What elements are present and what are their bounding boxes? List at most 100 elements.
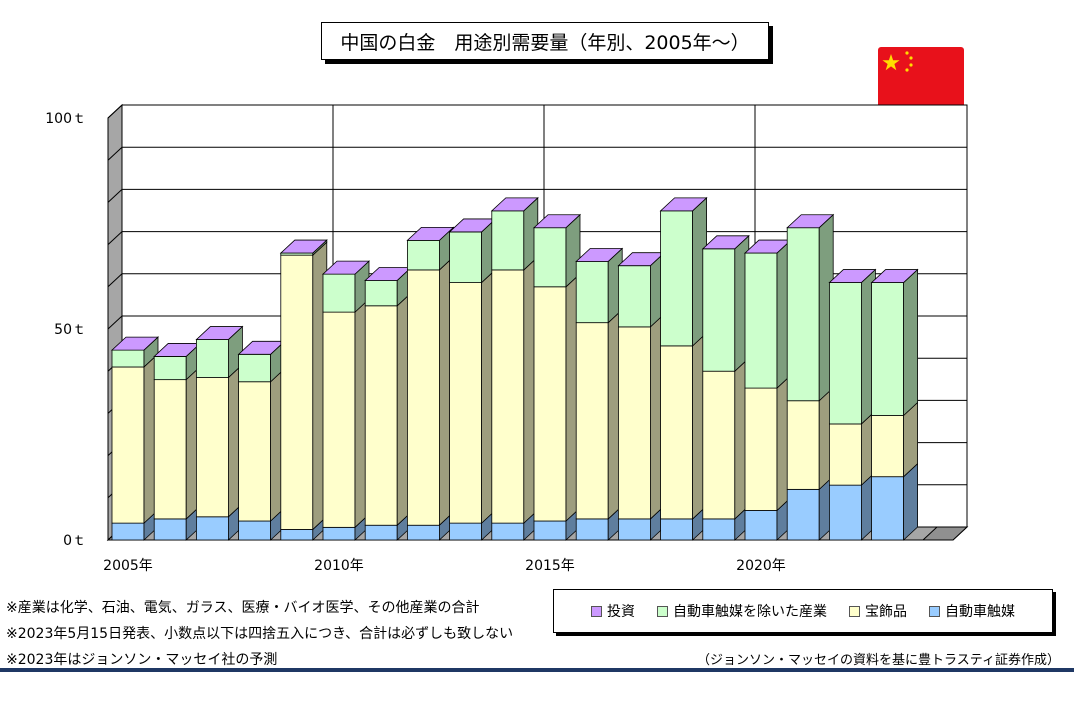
bar-segment-automotive <box>238 520 272 541</box>
bar-segment-industrial <box>153 356 187 381</box>
bar-segment-industrial <box>829 282 862 425</box>
legend-item-investment: 投資 <box>591 601 635 621</box>
bar-segment-industrial <box>660 210 693 347</box>
china-flag-icon <box>878 47 964 109</box>
bar-segment-industrial <box>449 231 483 283</box>
bar-segment-jewelry <box>660 345 693 520</box>
bars <box>110 196 969 541</box>
x-tick-label: 2010年 <box>314 558 364 574</box>
bar-segment-industrial <box>491 210 525 271</box>
legend-label-jewelry: 宝飾品 <box>865 604 907 620</box>
bar-segment-industrial <box>871 282 904 416</box>
bar-top-investment <box>786 214 835 229</box>
bar-segment-automotive <box>618 518 651 541</box>
bar-segment-jewelry <box>491 269 525 524</box>
bar-segment-jewelry <box>280 254 314 530</box>
flag-field <box>878 47 964 109</box>
y-tick-label: 100ｔ <box>45 111 86 127</box>
bar-segment-jewelry <box>111 366 145 524</box>
bar-segment-industrial <box>322 273 356 313</box>
legend-swatch-jewelry <box>849 605 860 617</box>
bar-top-investment <box>828 269 877 283</box>
bar-segment-automotive <box>744 510 778 541</box>
bar-top-investment <box>321 260 371 275</box>
bar-segment-automotive <box>364 524 398 541</box>
bar-segment-jewelry <box>575 322 609 520</box>
bar-segment-jewelry <box>829 423 862 486</box>
note-rounding: ※2023年5月15日発表、小数点以下は四捨五入につき、合計は必ずしも致しない <box>6 626 514 642</box>
bar-segment-automotive <box>871 476 904 541</box>
bar-segment-jewelry <box>702 370 736 520</box>
bar-segment-jewelry <box>618 326 651 520</box>
note-forecast: ※2023年はジョンソン・マッセイ社の予測 <box>6 652 278 668</box>
bar-segment-automotive <box>575 518 609 541</box>
bar-segment-jewelry <box>364 305 398 526</box>
bar-segment-industrial <box>195 339 229 378</box>
bar-segment-automotive <box>829 484 862 541</box>
bar-segment-jewelry <box>871 415 904 478</box>
bar-segment-jewelry <box>322 311 356 528</box>
bar-top-investment <box>575 248 624 262</box>
bar-top-investment <box>490 197 539 212</box>
bar-top-investment <box>659 197 708 212</box>
legend: 投資 自動車触媒を除いた産業 宝飾品 自動車触媒 <box>553 589 1053 633</box>
note-industrial-definition: ※産業は化学、石油、電気、ガラス、医療・バイオ医学、その他産業の合計 <box>6 600 480 616</box>
bar-segment-industrial <box>111 349 145 368</box>
bar-segment-industrial <box>618 265 651 328</box>
bar-top-investment <box>532 214 582 229</box>
x-tick-label: 2005年 <box>103 558 153 574</box>
bar-segment-jewelry <box>195 377 229 518</box>
bar-segment-industrial <box>786 227 820 402</box>
legend-label-investment: 投資 <box>607 604 635 620</box>
bar-segment-automotive <box>111 522 145 541</box>
flag-stars <box>882 51 913 72</box>
bar-segment-automotive <box>153 518 187 541</box>
bar-segment-jewelry <box>406 269 440 526</box>
bar-top-investment <box>701 235 750 250</box>
bar-top-investment <box>110 336 160 351</box>
bar-segment-industrial <box>238 353 272 383</box>
bar-segment-automotive <box>322 526 356 541</box>
x-axis-ticks: 2005年 2010年 2015年 2020年 <box>103 558 786 574</box>
gridline-left <box>107 189 123 203</box>
gridline-left <box>107 273 123 288</box>
bar-segment-automotive <box>449 522 483 541</box>
bar-segment-industrial <box>364 280 398 307</box>
bar-segment-jewelry <box>153 379 187 520</box>
bar-top-investment <box>195 326 244 340</box>
x-tick-label: 2015年 <box>525 558 575 574</box>
bar-top-investment <box>279 239 328 254</box>
legend-swatch-investment <box>591 605 602 617</box>
bar-segment-industrial <box>533 227 567 288</box>
y-axis-ticks: 0ｔ 50ｔ 100ｔ <box>45 111 86 549</box>
source-credit: （ジョンソン・マッセイの資料を基に豊トラスティ証券作成） <box>697 653 1060 668</box>
bar-segment-industrial <box>702 248 736 372</box>
bar-segment-jewelry <box>449 282 483 524</box>
gridline-left <box>107 146 123 161</box>
legend-item-jewelry: 宝飾品 <box>849 601 907 621</box>
y-tick-label: 50ｔ <box>54 322 86 338</box>
bar-segment-automotive <box>660 518 693 541</box>
gridline-left <box>107 104 123 119</box>
bar-segment-jewelry <box>786 400 820 490</box>
bar-segment-industrial <box>575 261 609 324</box>
bar-segment-jewelry <box>238 381 272 522</box>
bar-segment-automotive <box>406 524 440 541</box>
legend-label-automotive: 自動車触媒 <box>945 604 1015 620</box>
bar-segment-industrial <box>744 252 778 389</box>
bar-top-investment <box>870 269 919 283</box>
floor-end <box>921 526 969 541</box>
bar-side-industrial <box>903 268 918 417</box>
bar-segment-automotive <box>702 518 736 541</box>
bar-segment-automotive <box>491 522 525 541</box>
bar-top-investment <box>406 226 455 241</box>
bar-segment-jewelry <box>744 387 778 511</box>
legend-item-industrial: 自動車触媒を除いた産業 <box>657 601 827 621</box>
bar-segment-industrial <box>406 239 440 271</box>
y-tick-label: 0ｔ <box>63 533 86 549</box>
legend-swatch-industrial <box>657 605 668 617</box>
bar-segment-automotive <box>533 520 567 541</box>
gridline-left <box>107 231 123 245</box>
bottom-rule <box>0 668 1074 672</box>
legend-label-industrial: 自動車触媒を除いた産業 <box>673 604 827 620</box>
